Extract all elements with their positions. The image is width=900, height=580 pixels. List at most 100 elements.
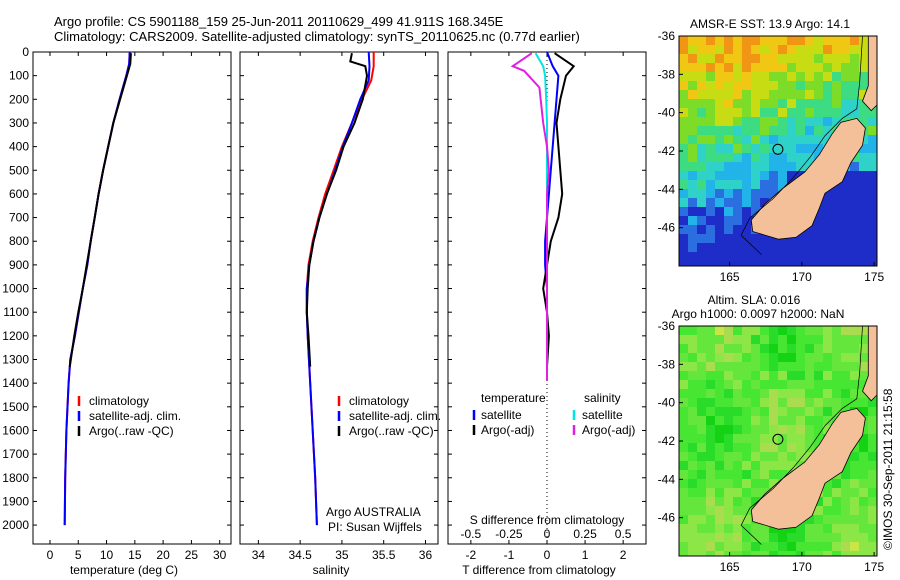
y-tick-label: -36 [658, 319, 676, 333]
field-cell [679, 425, 688, 434]
field-cell [769, 542, 778, 551]
field-cell [850, 542, 859, 551]
field-cell [733, 117, 742, 126]
field-cell [742, 216, 751, 225]
field-cell [760, 344, 769, 353]
field-cell [796, 443, 805, 452]
field-cell [841, 72, 850, 81]
field-cell [760, 461, 769, 470]
field-cell [778, 126, 787, 135]
field-cell [832, 506, 841, 515]
field-cell [679, 72, 688, 81]
field-cell [859, 344, 868, 353]
field-cell [742, 153, 751, 162]
field-cell [706, 353, 715, 362]
field-cell [814, 353, 823, 362]
y-tick-label: 600 [9, 187, 29, 201]
field-cell [724, 135, 733, 144]
sla-map-panel: -36 -38 -40 -42 -44 -46 165 170 175 Altim. SLA: 0… [658, 293, 885, 574]
field-cell [769, 189, 778, 198]
field-cell [742, 135, 751, 144]
field-cell [706, 425, 715, 434]
field-cell [679, 488, 688, 497]
field-cell [769, 63, 778, 72]
field-cell [841, 344, 850, 353]
field-cell [688, 252, 697, 261]
field-cell [742, 117, 751, 126]
field-cell [859, 326, 868, 335]
field-cell [706, 171, 715, 180]
field-cell [868, 524, 877, 533]
field-cell [751, 99, 760, 108]
field-cell [706, 506, 715, 515]
field-cell [724, 344, 733, 353]
field-cell [715, 81, 724, 90]
field-cell [796, 326, 805, 335]
field-cell [850, 180, 859, 189]
field-cell [706, 180, 715, 189]
field-cell [706, 117, 715, 126]
field-cell [760, 63, 769, 72]
field-cell [796, 452, 805, 461]
field-cell [823, 135, 832, 144]
field-cell [796, 63, 805, 72]
field-cell [841, 207, 850, 216]
field-cell [859, 497, 868, 506]
field-cell [832, 326, 841, 335]
field-cell [787, 252, 796, 261]
field-cell [688, 171, 697, 180]
field-cell [742, 252, 751, 261]
field-cell [787, 243, 796, 252]
field-cell [868, 407, 877, 416]
field-cell [751, 261, 760, 266]
field-cell [724, 524, 733, 533]
field-cell [679, 225, 688, 234]
field-cell [778, 117, 787, 126]
field-cell [841, 90, 850, 99]
field-cell [868, 144, 877, 153]
field-cell [796, 344, 805, 353]
plot-frame [239, 51, 439, 545]
field-cell [778, 81, 787, 90]
field-cell [787, 407, 796, 416]
y-tick-label: -38 [658, 357, 676, 371]
field-cell [697, 207, 706, 216]
field-cell [688, 63, 697, 72]
agency-label: Argo AUSTRALIA [326, 505, 421, 519]
field-cell [859, 207, 868, 216]
field-cell [868, 153, 877, 162]
field-cell [715, 452, 724, 461]
field-cell [778, 389, 787, 398]
field-cell [778, 180, 787, 189]
field-cell [769, 99, 778, 108]
field-cell [850, 479, 859, 488]
field-cell [742, 207, 751, 216]
field-cell [715, 72, 724, 81]
salinity-panel: 34 34.5 35 35.5 36 salinity climatologysatelli… [239, 51, 441, 577]
field-cell [742, 162, 751, 171]
field-cell [769, 461, 778, 470]
field-cell [787, 542, 796, 551]
field-cell [706, 335, 715, 344]
field-cell [823, 90, 832, 99]
field-cell [688, 398, 697, 407]
field-cell [814, 515, 823, 524]
field-cell [814, 252, 823, 261]
field-cell [859, 542, 868, 551]
field-cell [778, 261, 787, 266]
field-cell [787, 434, 796, 443]
field-cell [724, 81, 733, 90]
field-cell [715, 353, 724, 362]
field-cell [796, 335, 805, 344]
field-cell [814, 207, 823, 216]
field-cell [823, 542, 832, 551]
field-cell [760, 81, 769, 90]
field-cell [823, 198, 832, 207]
field-cell [760, 470, 769, 479]
legend-label: climatology [89, 394, 149, 408]
field-cell [787, 81, 796, 90]
field-cell [733, 479, 742, 488]
field-cell [688, 126, 697, 135]
field-cell [724, 198, 733, 207]
field-cell [697, 506, 706, 515]
